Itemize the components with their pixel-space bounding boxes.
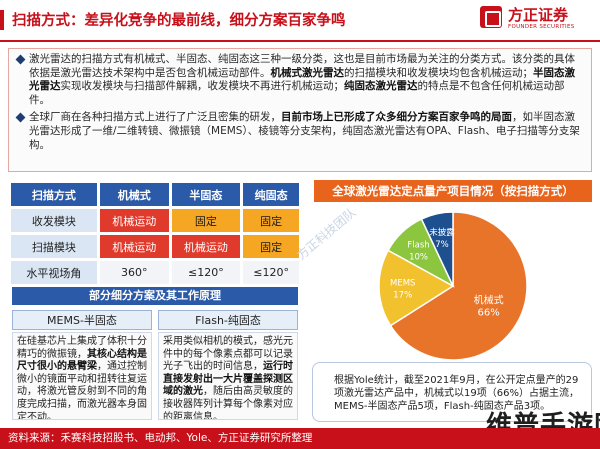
intro-bullet-1-segment: 机械式激光雷达 (270, 66, 345, 79)
table-cell: 固定 (171, 209, 241, 232)
table-cell: 机械运动 (99, 235, 169, 258)
table-row: 扫描模块 机械运动 机械运动 固定 (11, 235, 299, 258)
flash-body-segment: 运行时直接发射出一大片覆盖探测区域的激光 (163, 361, 293, 398)
chart-title: 全球激光雷达定点量产项目情况（按扫描方式） (314, 180, 592, 202)
flash-column-title: Flash-纯固态 (158, 310, 298, 330)
intro-bullet-2-segment: 目前市场上已形成了众多细分方案百家争鸣的局面 (281, 111, 512, 124)
pie-label-3: 未披露 (429, 227, 455, 238)
mems-column-body: 在硅基芯片上集成了体积十分精巧的微振镜，其核心结构是尺寸很小的悬臂梁，通过控制微… (12, 332, 152, 420)
mems-body-segment: ，通过控制微小的镜面平动和扭转往复运动，将激光管反射到不同的角度完成扫描，而激光… (17, 361, 147, 420)
intro-bullet-2-text: 全球厂商在各种扫描方式上进行了广泛且密集的研发，目前市场上已形成了众多细分方案百… (29, 111, 580, 150)
pie-label-1: MEMS (390, 279, 415, 289)
table-header-cell: 机械式 (99, 183, 169, 206)
scan-method-table: 扫描方式 机械式 半固态 纯固态 收发模块 机械运动 固定 固定 扫描模块 机械… (8, 180, 302, 287)
subsection-banner: 部分细分方案及其工作原理 (12, 287, 298, 305)
table-header-cell: 纯固态 (243, 183, 299, 206)
intro-bullet-1-segment: 实现收发模块与扫描部件解耦，收发模块不再进行机械运动； (60, 80, 345, 93)
bullet-diamond-icon (15, 54, 26, 65)
note-bubble (312, 362, 592, 422)
table-cell: 机械运动 (171, 235, 241, 258)
intro-bullet-1-segment: 激光雷达的扫描方式有机械式、半固态、纯固态这三种一级分类，这也是目前市场最为关注… (29, 53, 575, 79)
pie-label-0: 机械式 (474, 294, 504, 307)
source-footer: 资料来源：禾赛科技招股书、电动邦、Yole、方正证券研究所整理 (0, 428, 600, 449)
table-row-label: 收发模块 (11, 209, 97, 232)
intro-bullet-1-segment: 的特点是不包含任何机械运动部件。 (29, 80, 565, 106)
mems-body-segment: 其核心结构是尺寸很小的悬臂梁 (17, 348, 147, 373)
flash-column-body: 采用类似相机的模式，感光元件中的每个像素点都可以记录光子飞出的时间信息，运行时直… (158, 332, 298, 420)
intro-box: 激光雷达的扫描方式有机械式、半固态、纯固态这三种一级分类，这也是目前市场最为关注… (8, 48, 592, 172)
intro-bullet-2-segment: ，如半固态激光雷达形成了一维/二维转镜、微振镜（MEMS）、棱镜等分支架构，纯固… (29, 111, 580, 151)
table-row-label: 扫描模块 (11, 235, 97, 258)
table-cell: 机械运动 (99, 209, 169, 232)
table-row-label: 水平视场角 (11, 261, 97, 284)
table-cell: 固定 (243, 209, 299, 232)
intro-bullet-2-segment: 全球厂商在各种扫描方式上进行了广泛且密集的研发， (29, 111, 281, 124)
intro-bullet-1: 激光雷达的扫描方式有机械式、半固态、纯固态这三种一级分类，这也是目前市场最为关注… (15, 53, 581, 107)
intro-bullet-1-segment: 半固态激光雷达 (29, 66, 575, 93)
header-divider (0, 40, 600, 42)
pie-slice-3 (420, 211, 454, 287)
table-header-row: 扫描方式 机械式 半固态 纯固态 (11, 183, 299, 206)
mems-body-segment: 在硅基芯片上集成了体积十分精巧的微振镜， (17, 336, 147, 360)
pie-slice-1 (378, 249, 455, 327)
intro-bullet-2: 全球厂商在各种扫描方式上进行了广泛且密集的研发，目前市场上已形成了众多细分方案百… (15, 111, 581, 152)
table-row: 水平视场角 360° ≤120° ≤120° (11, 261, 299, 284)
flash-body-segment: 采用类似相机的模式，感光元件中的每个像素点都可以记录光子飞出的时间信息， (163, 336, 293, 373)
pie-value-2: 10% (409, 252, 428, 262)
logo-cn-text: 方正证券 (508, 6, 569, 24)
logo-en-text: FOUNDER SECURITIES (508, 24, 575, 30)
mems-column-title: MEMS-半固态 (12, 310, 152, 330)
flash-body-segment: ，随后由高灵敏度的接收器阵列计算每个像素对应的距离信息。 (163, 386, 293, 420)
title-accent-bar (0, 10, 4, 30)
intro-bullet-1-segment: 纯固态激光雷达 (344, 80, 418, 93)
pie-value-3: 7% (435, 240, 449, 250)
table-cell: ≤120° (171, 261, 241, 284)
table-cell: 固定 (243, 235, 299, 258)
table-cell: ≤120° (243, 261, 299, 284)
company-logo: 方正证券 FOUNDER SECURITIES (480, 4, 598, 36)
table-header-cell: 半固态 (171, 183, 241, 206)
pie-value-1: 17% (393, 291, 412, 301)
table-cell: 360° (99, 261, 169, 284)
intro-bullet-1-segment: 的扫描模块和收发模块均包含机械运动； (344, 66, 533, 79)
table-header-cell: 扫描方式 (11, 183, 97, 206)
pie-label-2: Flash (407, 240, 429, 250)
bullet-diamond-icon (15, 112, 26, 123)
page-header: 扫描方式：差异化竞争的最前线，细分方案百家争鸣 方正证券 FOUNDER SEC… (0, 0, 600, 40)
pie-slice-0 (389, 211, 528, 361)
intro-bullet-1-text: 激光雷达的扫描方式有机械式、半固态、纯固态这三种一级分类，这也是目前市场最为关注… (29, 53, 575, 106)
logo-mark-icon (480, 6, 502, 28)
page-title: 扫描方式：差异化竞争的最前线，细分方案百家争鸣 (12, 13, 346, 29)
pie-note-text: 根据Yole统计，截至2021年9月，在公开定点量产的29项激光雷达产品中，机械… (334, 375, 579, 412)
pie-value-0: 66% (478, 308, 500, 319)
table-row: 收发模块 机械运动 固定 固定 (11, 209, 299, 232)
